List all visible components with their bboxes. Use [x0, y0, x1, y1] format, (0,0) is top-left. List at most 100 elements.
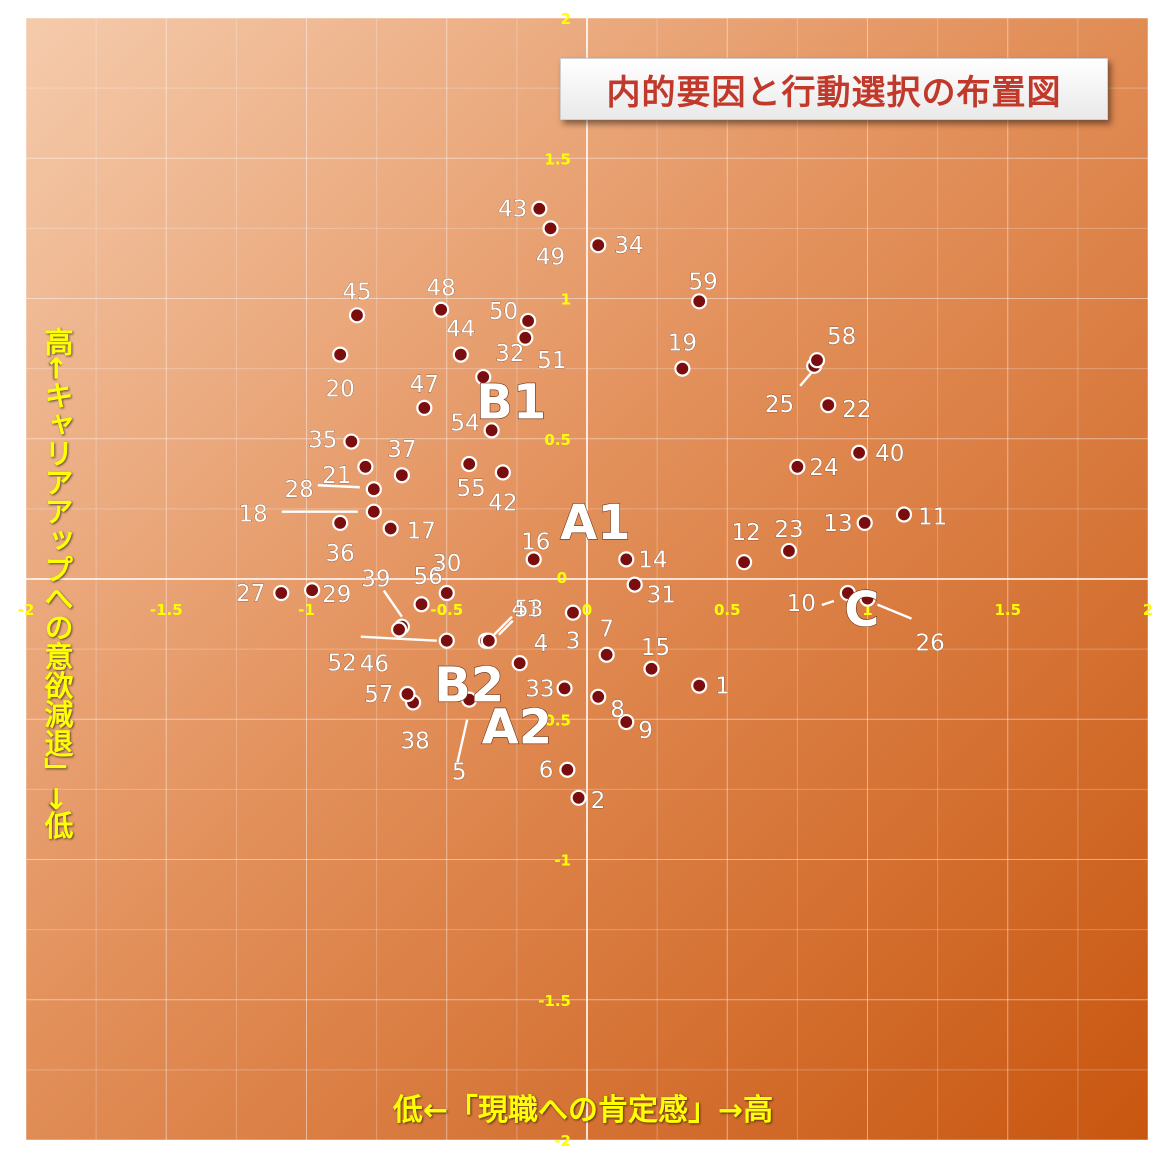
- point-label: 2: [591, 788, 606, 814]
- group-labels: A1 A2 B1 B2 C: [434, 374, 881, 757]
- group-label: A2: [482, 700, 553, 756]
- point-label: 1: [715, 674, 730, 700]
- leader-line: [821, 599, 835, 607]
- data-point: [691, 677, 708, 694]
- point-label: 13: [823, 511, 852, 537]
- data-point: [348, 307, 366, 324]
- point-label: 14: [638, 547, 667, 573]
- point-label: 29: [322, 582, 351, 608]
- point-label: 45: [342, 279, 371, 305]
- axes: [26, 18, 1148, 1140]
- point-label: 47: [410, 372, 439, 398]
- data-point: [273, 584, 290, 602]
- data-point: [789, 458, 806, 475]
- data-point: [531, 200, 548, 217]
- point-label: 52: [327, 651, 356, 677]
- data-point: [570, 789, 587, 806]
- data-point: [483, 422, 500, 439]
- y-tick-label: 1.5: [544, 150, 571, 168]
- y-tick-label: 1: [561, 291, 571, 309]
- chart-title: 内的要因と行動選択の布置図: [606, 72, 1062, 113]
- tick-labels: -2 -1.5 -1 -0.5 0 0.5 1 1.5 221.510.50-0.5-1-1.5…: [18, 10, 1154, 1150]
- x-tick-label: -1: [298, 601, 315, 619]
- x-tick-label: 1: [862, 601, 872, 619]
- data-point: [304, 582, 321, 599]
- data-point: [438, 584, 455, 602]
- point-label: 32: [495, 341, 524, 367]
- point-label: 53: [514, 597, 543, 623]
- data-point: [839, 584, 856, 602]
- point-label: 37: [387, 437, 416, 463]
- point-label: 18: [239, 502, 268, 528]
- data-point: [850, 444, 868, 461]
- point-label: 48: [426, 276, 455, 302]
- point-label: 36: [326, 541, 355, 567]
- point-label: 51: [537, 348, 566, 374]
- point-label: 15: [641, 635, 670, 661]
- data-point: [416, 399, 433, 416]
- point-label: 22: [842, 397, 871, 423]
- leader-line: [360, 635, 437, 642]
- data-point: [674, 360, 691, 377]
- y-tick-label: -0.5: [538, 711, 571, 729]
- data-point: [856, 514, 873, 532]
- group-label: B1: [476, 374, 546, 430]
- point-label: 9: [638, 718, 653, 744]
- data-point: [382, 520, 399, 537]
- y-tick-label: -1: [554, 852, 571, 870]
- point-label: 26: [916, 631, 945, 657]
- point-label: 19: [668, 331, 697, 357]
- point-label: 44: [446, 317, 475, 343]
- group-label: A1: [560, 495, 631, 551]
- data-point: [808, 352, 826, 369]
- data-point: [542, 220, 559, 237]
- point-label: 5: [452, 760, 467, 786]
- data-point: [461, 691, 478, 708]
- point-label: 8: [610, 697, 625, 723]
- data-point: [433, 301, 450, 318]
- point-label: 59: [689, 269, 718, 295]
- data-point: [332, 514, 349, 532]
- point-label: 50: [489, 299, 518, 325]
- y-tick-label: -1.5: [538, 992, 571, 1010]
- data-point: [494, 464, 511, 481]
- leader-line: [493, 615, 513, 636]
- data-point: [691, 293, 708, 310]
- data-point: [556, 680, 573, 697]
- point-label: 25: [765, 392, 794, 418]
- data-point: [598, 646, 615, 663]
- point-label: 35: [308, 428, 337, 454]
- data-point: [820, 396, 837, 414]
- point-label: 49: [536, 244, 565, 270]
- y-tick-label: 0.5: [544, 431, 571, 449]
- data-point: [343, 433, 360, 450]
- point-label: 34: [614, 233, 643, 259]
- point-label: 21: [322, 463, 351, 489]
- y-tick-label: -2: [554, 1132, 571, 1150]
- leader-lines: [281, 371, 912, 764]
- data-point: [393, 467, 410, 484]
- data-point: [461, 455, 478, 473]
- point-label: 12: [731, 520, 760, 546]
- point-label: 33: [525, 676, 554, 702]
- data-point: [590, 688, 607, 705]
- y-tick-label: 0: [557, 569, 567, 587]
- data-point: [452, 346, 469, 363]
- point-label: 24: [809, 455, 838, 481]
- x-tick-label: -2: [18, 601, 35, 619]
- data-point: [559, 761, 576, 778]
- point-label: 23: [774, 517, 803, 543]
- x-axis-label: 低←「現職への肯定感」→高: [392, 1093, 774, 1128]
- point-label: 40: [875, 441, 904, 467]
- chart-title-box: 内的要因と行動選択の布置図: [560, 58, 1108, 120]
- point-label: 58: [827, 324, 856, 350]
- data-point: [517, 329, 534, 346]
- data-point: [480, 632, 497, 649]
- data-point: [438, 632, 455, 649]
- point-label: 7: [599, 617, 614, 643]
- data-point: [895, 506, 913, 523]
- point-label: 27: [236, 581, 265, 607]
- point-label: 11: [918, 504, 947, 530]
- data-point: [475, 368, 492, 386]
